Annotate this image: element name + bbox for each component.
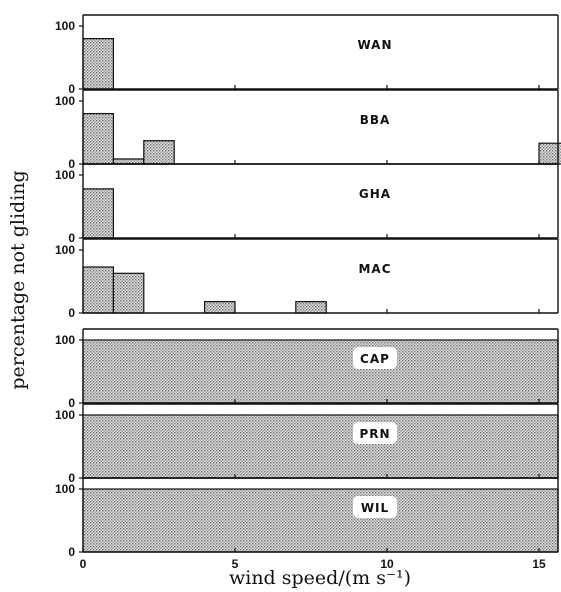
x-axis: 0 5 10 15: [80, 557, 546, 571]
panel-label-prn: PRN: [359, 427, 390, 441]
panel-gha: 0 100 GHA: [55, 163, 559, 245]
bar-prn-full: [82, 414, 559, 479]
bar-bba-2: [143, 140, 175, 165]
panels-group: 0100WAN0100BBA0100GHA0100MAC0100CAP0100P…: [55, 14, 561, 559]
panel-label-bba: BBA: [360, 113, 391, 127]
bar-mac-2: [204, 301, 236, 314]
y-tick-label-prn-0: 0: [68, 471, 75, 485]
y-tick-label-bba-0: 0: [68, 157, 75, 171]
bar-mac-3: [295, 301, 327, 314]
panel-bba: 0 100 BBA: [55, 89, 561, 171]
panel-mac: 0 100 MAC: [55, 238, 559, 320]
panel-label-box-cap: [353, 347, 397, 369]
panel-wan: 0 100 WAN: [55, 14, 559, 96]
bar-bba-1: [112, 158, 145, 165]
y-tick-label-wan-100: 100: [55, 19, 75, 33]
panel-wil: 0 100 WIL: [55, 477, 559, 559]
x-tick-label-10: 10: [380, 557, 394, 571]
y-tick-label-gha-100: 100: [55, 168, 75, 182]
panel-label-wil: WIL: [361, 501, 389, 515]
y-tick-label-bba-100: 100: [55, 94, 75, 108]
panel-label-cap: CAP: [360, 352, 390, 366]
y-tick-label-mac-100: 100: [55, 243, 75, 257]
bar-gha-0: [82, 188, 114, 239]
x-axis-label: wind speed/(m s⁻¹): [229, 567, 411, 589]
bar-bba-0: [82, 112, 114, 165]
bar-wan-0: [82, 37, 114, 90]
x-tick-label-15: 15: [532, 557, 546, 571]
panel-label-box-wil: [353, 496, 397, 518]
bar-mac-1: [112, 272, 145, 314]
y-tick-label-wil-100: 100: [55, 482, 75, 496]
y-tick-label-cap-0: 0: [68, 396, 75, 410]
panel-label-mac: MAC: [358, 262, 391, 276]
y-tick-label-wan-0: 0: [68, 82, 75, 96]
bar-cap-full: [82, 339, 559, 404]
panel-prn: 0 100 PRN: [55, 403, 559, 485]
bar-mac-0: [82, 266, 114, 314]
y-tick-label-mac-0: 0: [68, 306, 75, 320]
panel-cap: 0 100 CAP: [55, 328, 559, 410]
bar-wil-full: [82, 488, 559, 553]
x-tick-label-5: 5: [232, 557, 239, 571]
y-tick-label-gha-0: 0: [68, 231, 75, 245]
panel-label-gha: GHA: [359, 187, 391, 201]
panel-label-wan: WAN: [357, 38, 392, 52]
y-axis-label: percentage not gliding: [7, 170, 29, 389]
y-tick-label-prn-100: 100: [55, 408, 75, 422]
panel-label-box-prn: [353, 422, 397, 444]
x-tick-label-0: 0: [80, 557, 87, 571]
y-tick-label-wil-0: 0: [68, 545, 75, 559]
y-tick-label-cap-100: 100: [55, 333, 75, 347]
